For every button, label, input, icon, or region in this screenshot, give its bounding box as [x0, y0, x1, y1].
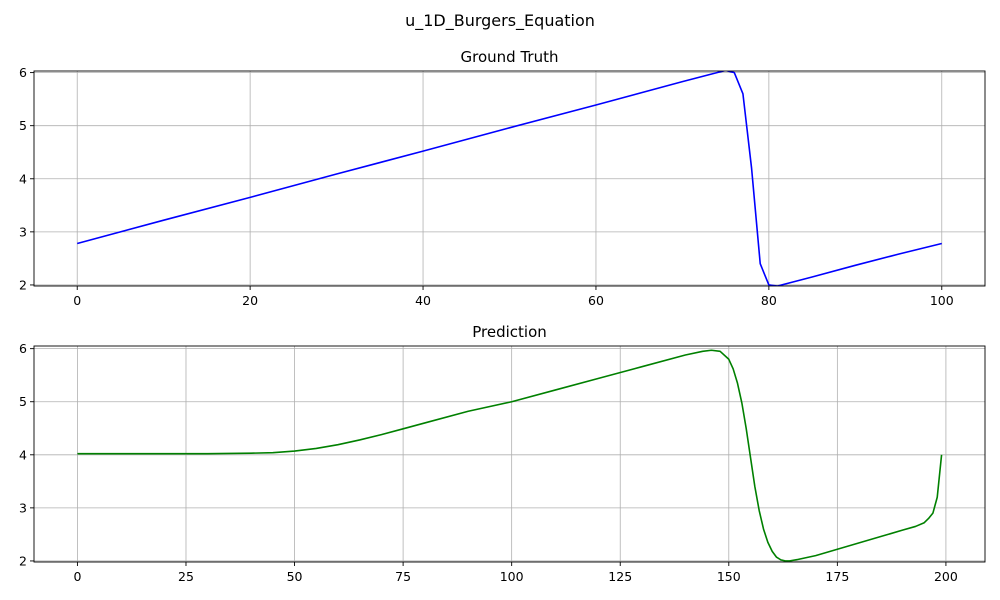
- ground-truth-xtick-label: 0: [73, 293, 81, 308]
- ground-truth-title: Ground Truth: [461, 48, 559, 66]
- prediction-xtick-label: 200: [934, 569, 958, 584]
- prediction-series-line: [77, 349, 943, 562]
- ground-truth-ytick-label: 6: [19, 65, 27, 80]
- prediction-xtick-label: 75: [395, 569, 411, 584]
- ground-truth-ytick-label: 2: [19, 277, 27, 292]
- prediction-xtick-label: 0: [73, 569, 81, 584]
- prediction-axes: Prediction 0 25 50 75 100 125 150 175 200 2 3 4 5 6: [19, 323, 986, 584]
- ground-truth-xtick-label: 80: [761, 293, 777, 308]
- prediction-xtick-label: 175: [825, 569, 849, 584]
- prediction-xtick-label: 100: [500, 569, 524, 584]
- ground-truth-xtick-label: 40: [415, 293, 431, 308]
- prediction-title: Prediction: [472, 323, 547, 341]
- prediction-xtick-label: 50: [287, 569, 303, 584]
- prediction-frame: [33, 345, 986, 563]
- prediction-ytick-label: 6: [19, 341, 27, 356]
- ground-truth-ytick-label: 5: [19, 118, 27, 133]
- prediction-ytick-label: 4: [19, 447, 27, 462]
- prediction-ytick-label: 5: [19, 394, 27, 409]
- prediction-xtick-label: 125: [608, 569, 632, 584]
- ground-truth-ytick-label: 4: [19, 171, 27, 186]
- figure-suptitle: u_1D_Burgers_Equation: [405, 11, 595, 31]
- ground-truth-xtick-label: 60: [588, 293, 604, 308]
- prediction-ytick-label: 2: [19, 553, 27, 568]
- prediction-xtick-label: 150: [717, 569, 741, 584]
- ground-truth-xtick-label: 100: [930, 293, 954, 308]
- ground-truth-ytick-label: 3: [19, 224, 27, 239]
- ground-truth-series-line: [77, 71, 942, 286]
- ground-truth-axes: Ground Truth 0 20 40 60 80 100 2 3 4 5 6: [19, 48, 986, 308]
- prediction-xtick-label: 25: [178, 569, 194, 584]
- prediction-ytick-label: 3: [19, 500, 27, 515]
- ground-truth-xtick-label: 20: [242, 293, 258, 308]
